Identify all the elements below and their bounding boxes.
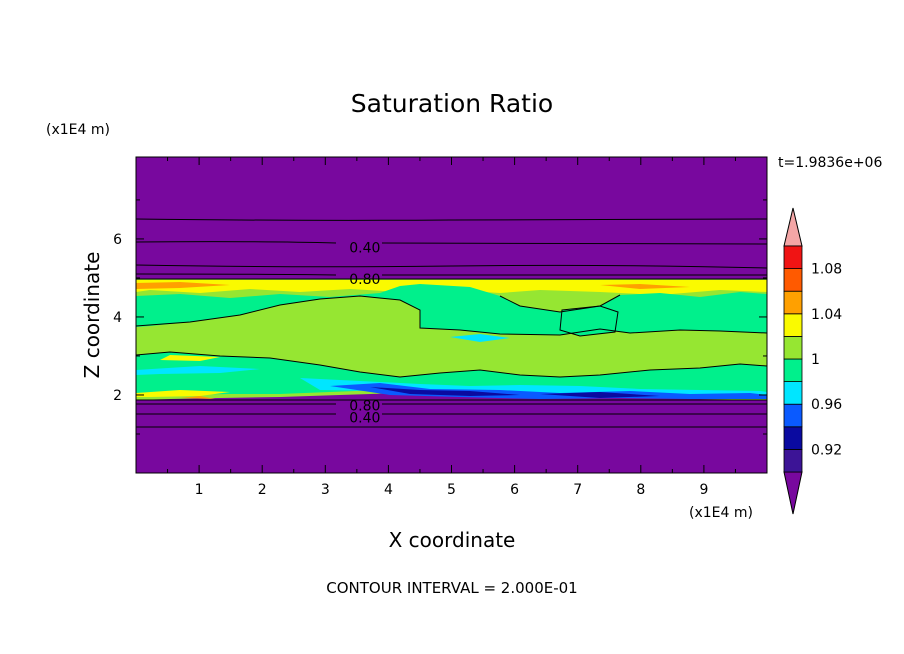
colorbar-swatch xyxy=(783,268,803,292)
x-tick-label: 3 xyxy=(321,482,330,498)
contour-line xyxy=(136,241,767,245)
y-axis-ticks: 2 4 6 xyxy=(113,199,767,435)
colorbar-swatch xyxy=(783,448,803,473)
contour-line xyxy=(136,273,767,276)
contour-label: 0.80 xyxy=(349,272,380,288)
colorbar-tick-label: 1.08 xyxy=(811,262,842,278)
cloud-top-orange-patch xyxy=(136,282,230,289)
moist-streak xyxy=(136,390,230,397)
contour-label: 0.40 xyxy=(349,410,380,426)
contour-label: 0.40 xyxy=(349,241,380,257)
dry-streak-blue xyxy=(330,383,767,399)
chart-title: Saturation Ratio xyxy=(351,89,553,118)
colorbar-tick-label: 0.96 xyxy=(811,397,842,413)
contour-labels: 0.400.800.800.40 xyxy=(349,241,380,427)
y-axis-label: Z coordinate xyxy=(80,252,104,379)
x-tick-label: 6 xyxy=(510,482,519,498)
moist-streak-orange xyxy=(180,396,215,399)
contour-line xyxy=(136,218,767,221)
x-tick-label: 1 xyxy=(195,482,204,498)
colorbar-swatch xyxy=(783,358,803,383)
colorbar-under-arrow xyxy=(783,471,803,515)
contour-line xyxy=(136,264,767,269)
time-label: t=1.9836e+06 xyxy=(778,155,882,171)
x-axis-label: X coordinate xyxy=(389,528,516,552)
x-tick-label: 9 xyxy=(699,482,708,498)
contour-interval-note: CONTOUR INTERVAL = 2.000E-01 xyxy=(326,579,577,597)
subsaturated-streak xyxy=(136,366,260,375)
cloud-top-orange-patch xyxy=(600,284,690,289)
moist-streak xyxy=(160,355,220,361)
colorbar-tick-label: 1 xyxy=(811,352,820,368)
colorbar-swatch xyxy=(783,403,803,428)
dry-streak-darkblue xyxy=(540,392,660,398)
dry-streak-darkblue xyxy=(370,387,520,396)
subsaturated-streak xyxy=(450,334,510,342)
colorbar-over-arrow xyxy=(783,207,803,247)
contour-lines xyxy=(136,218,767,428)
contour-label: 0.80 xyxy=(349,399,380,415)
contour-line xyxy=(559,305,619,337)
colorbar-swatch xyxy=(783,290,803,315)
y-tick-label: 6 xyxy=(113,232,122,248)
colorbar: 0.92 0.96 1 1.04 1.08 xyxy=(783,207,842,515)
colorbar-tick-label: 1.04 xyxy=(811,307,842,323)
x-tick-label: 2 xyxy=(258,482,267,498)
saturated-patch xyxy=(560,306,618,336)
y-tick-label: 2 xyxy=(113,388,122,404)
colorbar-swatch xyxy=(783,335,803,360)
x-tick-label: 4 xyxy=(384,482,393,498)
x-axis-ticks: 1 2 3 4 5 6 7 8 9 xyxy=(167,157,736,498)
y-tick-label: 4 xyxy=(113,310,122,326)
colorbar-swatch xyxy=(783,313,803,337)
contour-line xyxy=(136,295,767,336)
colorbar-swatch xyxy=(783,426,803,450)
y-axis-units: (x1E4 m) xyxy=(46,122,110,138)
colorbar-tick-label: 0.92 xyxy=(811,442,842,458)
colorbar-swatch xyxy=(783,381,803,405)
colorbar-swatch xyxy=(783,245,803,270)
contour-line xyxy=(136,351,767,378)
x-tick-label: 8 xyxy=(636,482,645,498)
contour-line xyxy=(499,294,621,313)
plot-field xyxy=(136,157,767,473)
x-axis-units: (x1E4 m) xyxy=(689,505,753,521)
x-tick-label: 7 xyxy=(573,482,582,498)
x-tick-label: 5 xyxy=(447,482,456,498)
saturated-region xyxy=(136,352,767,398)
